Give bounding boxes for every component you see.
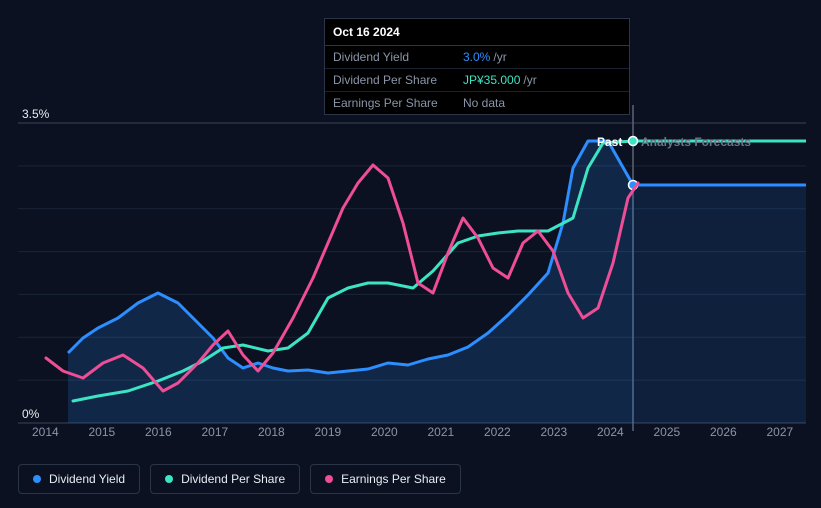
legend-item-dividend-yield[interactable]: Dividend Yield <box>18 464 140 494</box>
tooltip-value: JP¥35.000/yr <box>463 73 537 87</box>
x-axis-label: 2022 <box>484 425 511 439</box>
legend-item-dividend-per-share[interactable]: Dividend Per Share <box>150 464 300 494</box>
x-axis-label: 2015 <box>89 425 116 439</box>
legend-dot-icon <box>165 475 173 483</box>
tooltip-row: Earnings Per ShareNo data <box>325 92 629 114</box>
x-axis-label: 2025 <box>654 425 681 439</box>
legend-label: Dividend Per Share <box>181 472 285 486</box>
tooltip-label: Dividend Yield <box>333 50 463 64</box>
tooltip-row: Dividend Per ShareJP¥35.000/yr <box>325 69 629 92</box>
legend-label: Earnings Per Share <box>341 472 446 486</box>
y-axis-label: 3.5% <box>22 107 49 121</box>
y-axis-label: 0% <box>22 407 39 421</box>
chart-legend: Dividend Yield Dividend Per Share Earnings… <box>18 464 461 494</box>
x-axis-label: 2018 <box>258 425 285 439</box>
x-axis-label: 2021 <box>428 425 455 439</box>
tooltip-label: Dividend Per Share <box>333 73 463 87</box>
tooltip-date: Oct 16 2024 <box>325 19 629 46</box>
legend-label: Dividend Yield <box>49 472 125 486</box>
tooltip-row: Dividend Yield3.0%/yr <box>325 46 629 69</box>
tooltip-value: No data <box>463 96 505 110</box>
legend-dot-icon <box>33 475 41 483</box>
x-axis-label: 2026 <box>710 425 737 439</box>
x-axis-label: 2019 <box>315 425 342 439</box>
forecasts-label: Analysts Forecasts <box>641 135 751 149</box>
x-axis-label: 2017 <box>202 425 229 439</box>
legend-dot-icon <box>325 475 333 483</box>
x-axis-label: 2016 <box>145 425 172 439</box>
x-axis-label: 2023 <box>541 425 568 439</box>
chart-tooltip: Oct 16 2024 Dividend Yield3.0%/yrDividen… <box>324 18 630 115</box>
x-axis-label: 2027 <box>767 425 794 439</box>
tooltip-label: Earnings Per Share <box>333 96 463 110</box>
chart-svg <box>18 105 806 445</box>
x-axis-label: 2024 <box>597 425 624 439</box>
dividend-chart: 3.5% 0% 2014 2015 2016 2017 2018 2019 2020 2021 2… <box>18 105 806 445</box>
x-axis-label: 2014 <box>32 425 59 439</box>
past-label: Past <box>597 135 622 149</box>
x-axis-label: 2020 <box>371 425 398 439</box>
tooltip-value: 3.0%/yr <box>463 50 507 64</box>
legend-item-earnings-per-share[interactable]: Earnings Per Share <box>310 464 461 494</box>
